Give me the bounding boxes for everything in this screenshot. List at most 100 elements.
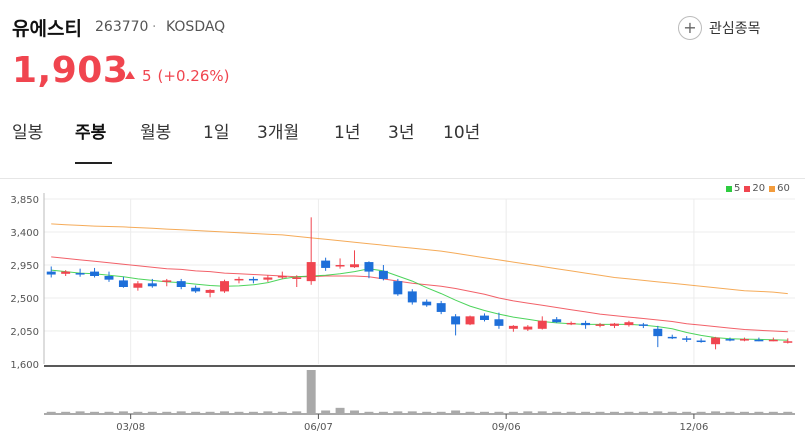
volume-bar	[147, 411, 157, 414]
candle-body	[407, 291, 417, 303]
candle-body	[277, 276, 287, 278]
candle-body	[465, 316, 475, 325]
candle-body	[595, 324, 605, 326]
period-tabs: 일봉 주봉 월봉 1일 3개월 1년 3년 10년	[0, 118, 805, 162]
tab-3-years[interactable]: 3년	[388, 123, 415, 143]
candle-body	[162, 280, 172, 282]
volume-bar	[277, 411, 287, 414]
candle-body	[711, 337, 721, 345]
legend-label: 20	[752, 183, 766, 194]
tab-1-year[interactable]: 1년	[334, 123, 361, 143]
candle-body	[292, 277, 302, 279]
candle-body	[191, 287, 201, 292]
tab-weekly[interactable]: 주봉	[75, 123, 107, 143]
candle-body	[609, 323, 619, 326]
volume-bar	[480, 411, 489, 414]
volume-bar	[364, 411, 374, 414]
volume-bar	[234, 411, 244, 414]
candle-body	[46, 271, 56, 275]
volume-bar	[90, 411, 100, 414]
candle-body	[61, 271, 71, 274]
tab-10-years[interactable]: 10년	[443, 123, 481, 143]
volume-bar	[393, 411, 403, 414]
volume-bar	[696, 411, 706, 414]
volume-bar	[609, 411, 619, 414]
x-tick-label: 09/06	[492, 422, 521, 433]
candle-body	[667, 336, 677, 339]
volume-bar	[292, 411, 302, 414]
candle-body	[768, 339, 778, 342]
volume-bar	[248, 411, 258, 414]
candle-body	[508, 325, 518, 329]
tab-1-day[interactable]: 1일	[203, 123, 230, 143]
candle-body	[75, 273, 85, 275]
candle-body	[393, 281, 403, 295]
separator-dot: ·	[152, 19, 157, 35]
candle-body	[220, 281, 230, 292]
volume-bar	[422, 411, 432, 414]
y-tick-label: 3,400	[10, 228, 39, 239]
candle-body	[537, 320, 547, 329]
volume-bar	[523, 411, 533, 414]
price-change: 5 (+0.26%)	[125, 67, 229, 85]
volume-bar	[451, 410, 461, 414]
candle-body	[783, 341, 793, 343]
tab-daily[interactable]: 일봉	[12, 123, 44, 143]
volume-bar	[754, 411, 764, 414]
volume-bar	[581, 411, 591, 414]
candle-body	[90, 271, 100, 276]
tab-monthly[interactable]: 월봉	[140, 123, 172, 143]
legend-label: 5	[734, 183, 741, 194]
change-value: 5	[142, 67, 152, 85]
volume-bar	[783, 411, 793, 414]
volume-bar	[494, 411, 504, 414]
candle-body	[581, 322, 591, 326]
volume-bar	[552, 411, 562, 414]
ma60-line	[51, 223, 788, 295]
stock-name: 유에스티	[12, 18, 82, 40]
ma20-line	[51, 256, 788, 333]
chart-frame	[0, 178, 805, 439]
candle-body	[436, 303, 446, 312]
candle-body	[378, 270, 388, 279]
legend-ma20: 20	[744, 183, 765, 194]
y-tick-label: 2,950	[10, 261, 39, 272]
volume-bar	[263, 411, 273, 414]
volume-bar	[118, 411, 128, 414]
volume-bar	[638, 411, 648, 414]
volume-bar	[133, 411, 143, 414]
volume-bar	[220, 411, 230, 414]
volume-bar	[739, 411, 749, 414]
volume-bar	[61, 411, 71, 414]
candle-body	[523, 326, 533, 330]
candle-body	[725, 339, 735, 341]
volume-bar	[624, 411, 634, 414]
candle-body	[321, 260, 331, 268]
legend-swatch	[726, 185, 732, 192]
volume-bar	[46, 411, 56, 414]
candle-body	[566, 322, 576, 325]
volume-bar	[653, 411, 663, 414]
tab-3-months[interactable]: 3개월	[257, 123, 300, 143]
legend-swatch	[769, 185, 776, 192]
volume-bar	[205, 411, 215, 414]
volume-bar	[162, 411, 172, 414]
candle-body	[118, 280, 128, 287]
add-watchlist-button[interactable]: + 관심종목	[678, 15, 761, 41]
candle-body	[638, 324, 648, 326]
volume-bar	[350, 410, 359, 414]
volume-bar	[566, 411, 576, 414]
volume-bar	[667, 411, 677, 414]
candle-body	[364, 262, 374, 272]
volume-bar	[537, 411, 547, 414]
candle-body	[451, 316, 461, 325]
volume-bar	[725, 411, 735, 414]
candle-body	[754, 339, 764, 342]
candle-body	[104, 276, 114, 280]
candle-body	[176, 281, 186, 287]
candle-body	[335, 265, 345, 267]
volume-bar	[335, 407, 345, 414]
candle-body	[263, 277, 273, 280]
volume-bar	[75, 411, 85, 414]
